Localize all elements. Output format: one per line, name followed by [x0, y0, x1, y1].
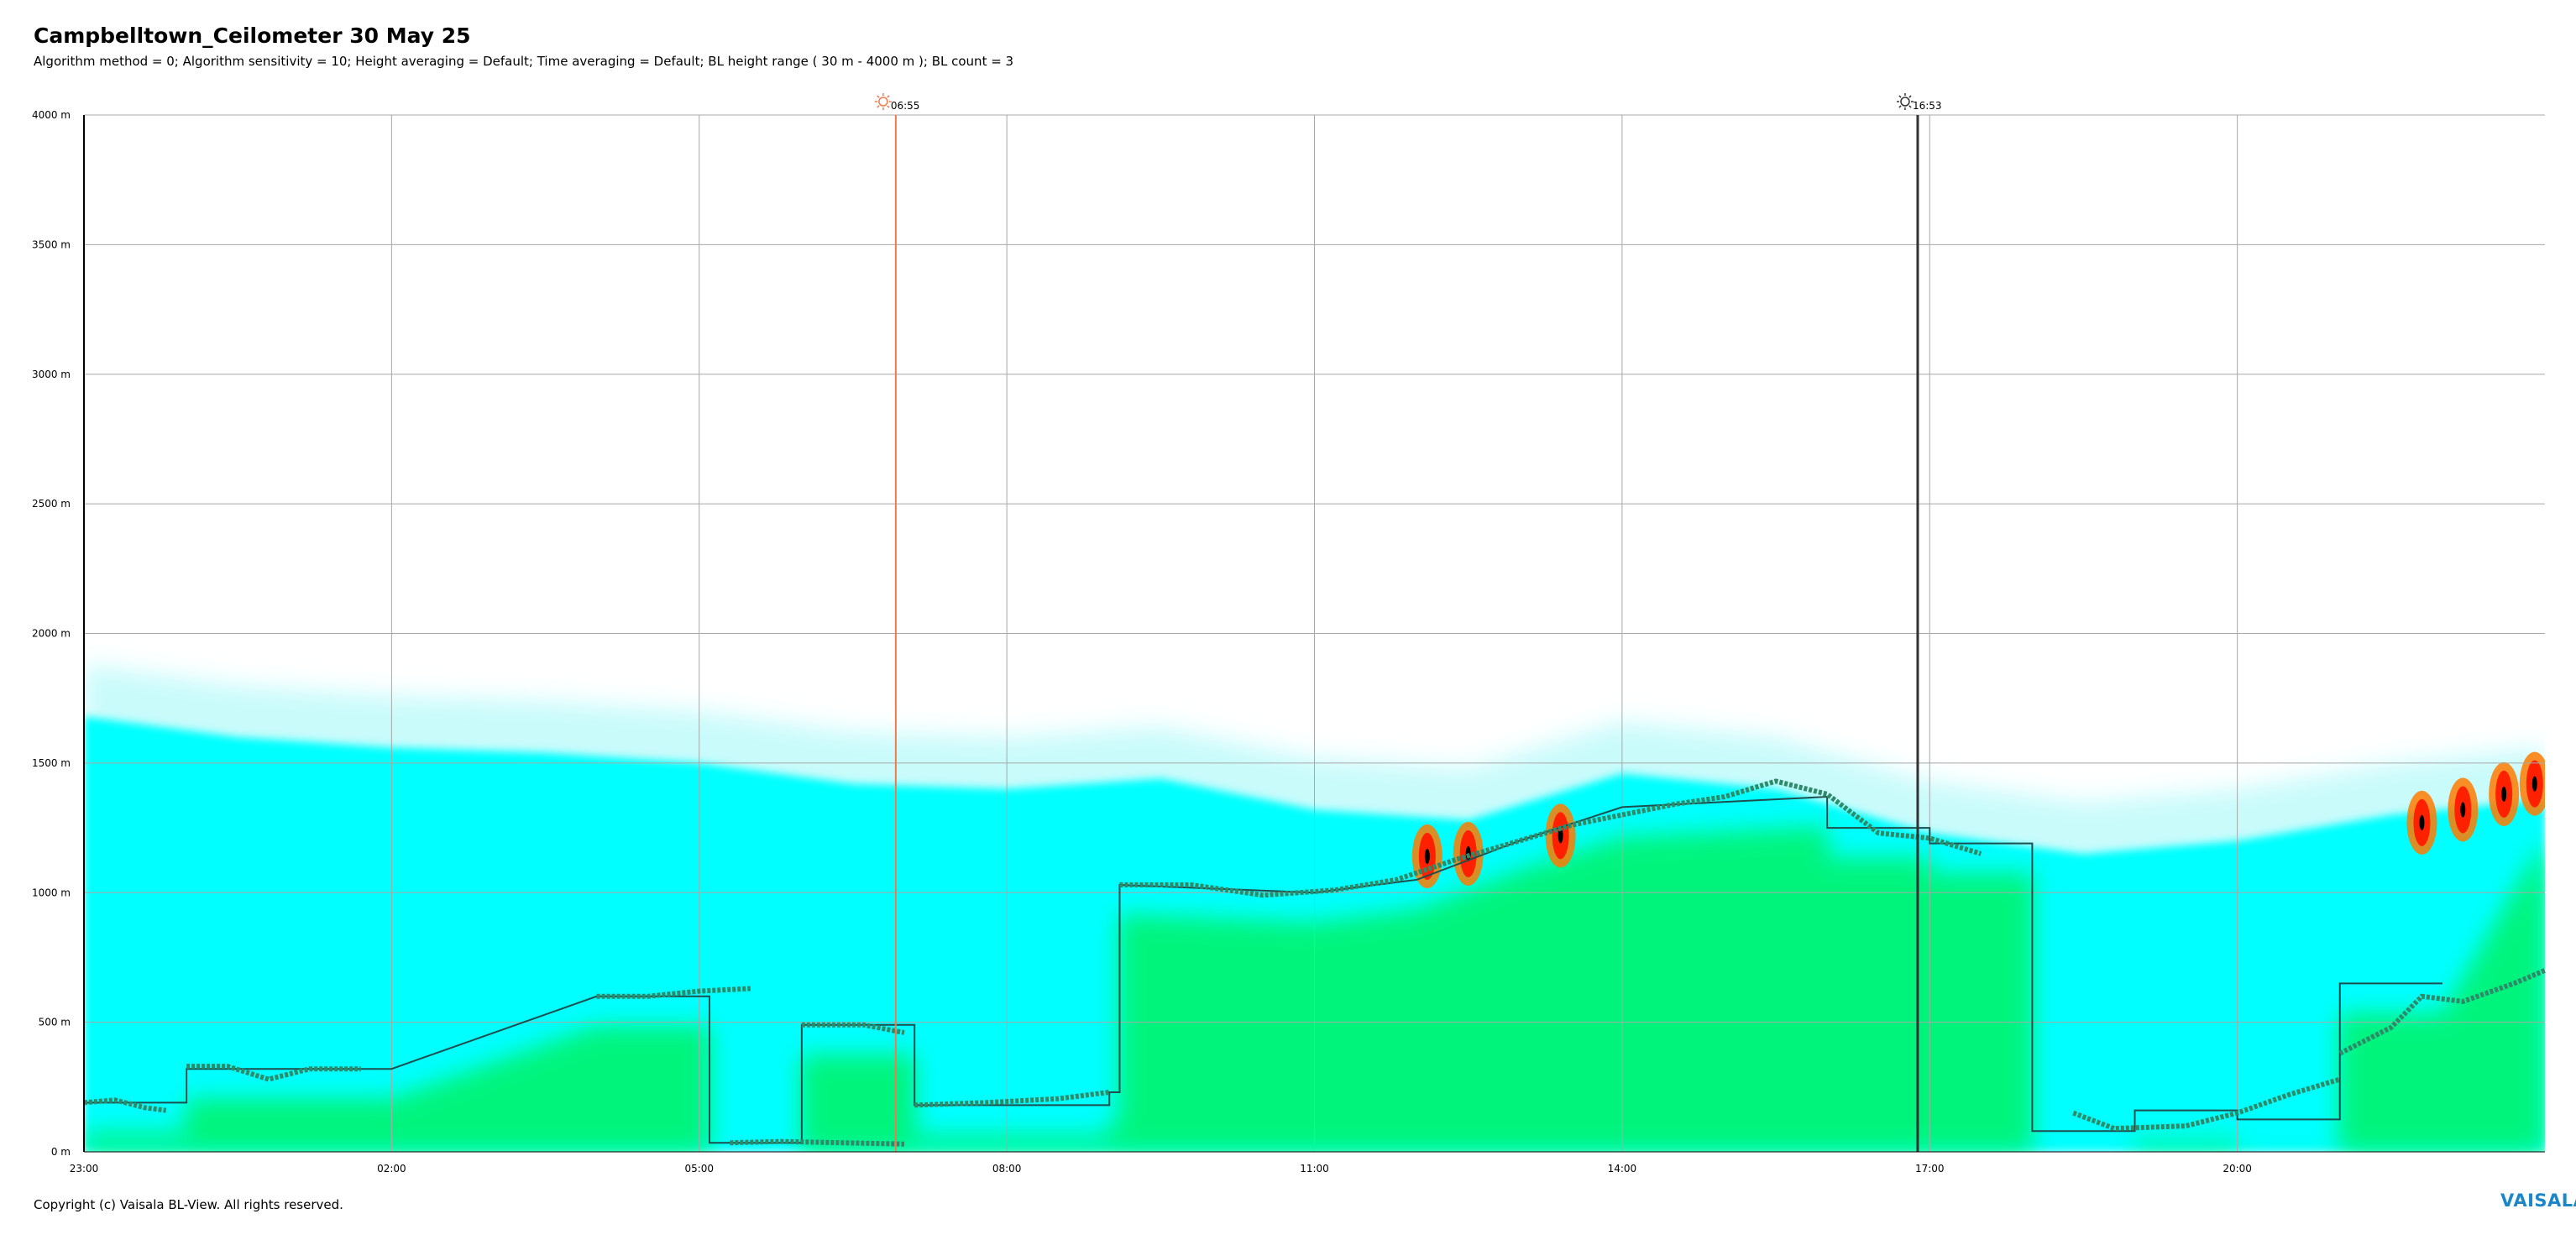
sun-ray — [887, 105, 890, 108]
x-tick-label: 20:00 — [2223, 1163, 2252, 1175]
sun-disc — [1900, 97, 1910, 107]
sunrise-icon — [874, 93, 892, 110]
x-tick-label: 23:00 — [70, 1163, 99, 1175]
strong-return-core — [2531, 776, 2537, 792]
bl-layer-trace — [2072, 1076, 2341, 1132]
chart-title: Campbelltown_Ceilometer 30 May 25 — [34, 24, 471, 48]
x-tick-label: 02:00 — [377, 1163, 406, 1175]
strong-return-core — [2419, 814, 2425, 830]
strong-return-core — [2501, 786, 2507, 802]
sun-ray — [1908, 95, 1912, 98]
copyright-text: Copyright (c) Vaisala BL-View. All right… — [34, 1197, 343, 1212]
bl-layer-trace — [1119, 778, 1982, 898]
bl-layer-trace — [596, 986, 751, 999]
x-tick-label: 08:00 — [992, 1163, 1022, 1175]
y-tick-label: 0 m — [51, 1146, 71, 1158]
sun-ray — [887, 95, 890, 98]
bl-layer-trace — [83, 1097, 167, 1113]
sun-ray — [1898, 105, 1902, 108]
bl-layer-trace — [801, 1022, 905, 1035]
y-tick-label: 1500 m — [32, 757, 71, 769]
bl-layer-trace — [914, 1090, 1110, 1108]
chart-subtitle: Algorithm method = 0; Algorithm sensitiv… — [34, 54, 1014, 69]
y-tick-label: 1000 m — [32, 887, 71, 898]
bl-layer-trace — [186, 1064, 361, 1082]
sun-ray — [1908, 105, 1912, 108]
strong-return-core — [2460, 802, 2466, 818]
backscatter-heatmap — [84, 664, 2545, 1152]
x-tick-label: 11:00 — [1300, 1163, 1329, 1175]
sunset-time-label: 16:53 — [1913, 100, 1942, 112]
sun-ray — [877, 95, 880, 98]
bl-layer-markers — [83, 778, 2547, 1147]
y-tick-label: 2000 m — [32, 628, 71, 640]
y-tick-label: 3500 m — [32, 238, 71, 250]
y-tick-label: 4000 m — [32, 109, 71, 121]
sun-ray — [877, 105, 880, 108]
strong-return-core — [1424, 849, 1430, 865]
sunset-icon — [1896, 93, 1914, 110]
x-tick-label: 17:00 — [1915, 1163, 1945, 1175]
x-tick-label: 14:00 — [1608, 1163, 1637, 1175]
strong-return-core — [1558, 828, 1563, 844]
sunrise-time-label: 06:55 — [891, 100, 920, 112]
bl-layer-trace — [730, 1138, 905, 1147]
y-tick-label: 500 m — [39, 1017, 71, 1028]
sun-event-markers: 06:55 16:53 — [874, 93, 1942, 1152]
sun-ray — [1898, 95, 1902, 98]
x-tick-label: 05:00 — [684, 1163, 714, 1175]
bl-layer-trace — [2338, 968, 2547, 1056]
sun-disc — [878, 97, 888, 107]
axes: 0 m 500 m 1000 m 1500 m 2000 m 2500 m 3000 m 35… — [32, 109, 2545, 1175]
y-tick-label: 2500 m — [32, 498, 71, 510]
vaisala-logo: VAISALA — [2500, 1190, 2576, 1211]
y-tick-label: 3000 m — [32, 369, 71, 380]
